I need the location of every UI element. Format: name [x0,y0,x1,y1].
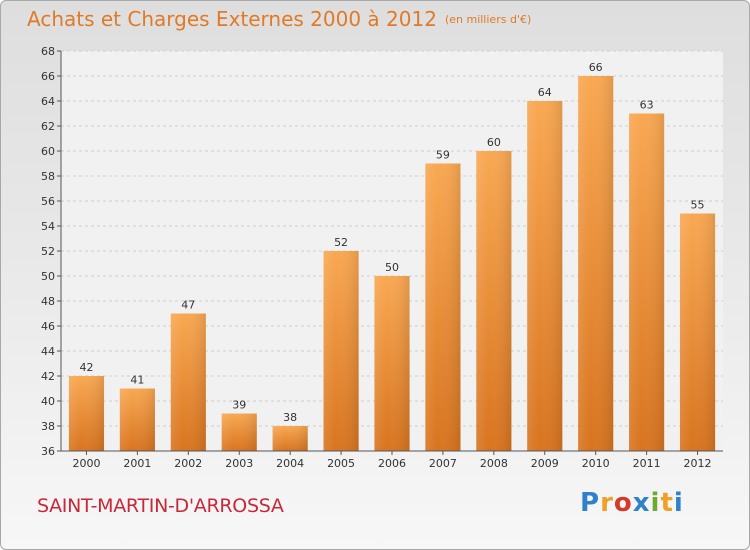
y-tick-label: 56 [41,195,55,208]
bar-2005 [323,251,359,451]
bar-shading [679,213,716,451]
proxiti-logo[interactable]: Proxiti [580,488,684,518]
bars: 42 41 47 39 38 52 50 59 60 64 66 63 55 [68,61,716,451]
x-tick-label: 2005 [327,457,355,470]
bar-shading [119,388,155,451]
y-tick-label: 66 [41,70,55,83]
y-tick-label: 44 [41,345,55,358]
bar-shading [578,76,614,451]
y-tick-label: 40 [41,395,55,408]
bar-2003 [221,413,257,451]
y-tick-label: 48 [41,295,55,308]
y-tick-label: 46 [41,320,55,333]
x-tick-label: 2011 [633,457,661,470]
bar-2002 [170,313,206,451]
y-tick-label: 52 [41,245,55,258]
x-tick-label: 2002 [174,457,202,470]
y-tick-label: 64 [41,95,55,108]
chart-title: Achats et Charges Externes 2000 à 2012 (e… [27,7,531,31]
y-tick-label: 36 [41,445,55,458]
bar-2011 [629,113,665,451]
bar-shading [272,426,308,451]
data-label: 52 [334,236,348,249]
y-tick-label: 58 [41,170,55,183]
axes: 36 38 40 42 44 46 48 50 52 54 56 58 60 62 64 66 68 2000 20… [41,45,723,470]
y-tick-label: 62 [41,120,55,133]
bar-2010 [578,76,614,451]
bar-2001 [119,388,155,451]
bar-shading [374,276,410,451]
bar-shading [221,413,257,451]
bar-shading [323,251,359,451]
data-label: 59 [436,149,450,162]
x-tick-label: 2009 [531,457,559,470]
x-tick-label: 2010 [582,457,610,470]
chart-subtitle: (en milliers d'€) [444,13,532,26]
chart-title-text: Achats et Charges Externes 2000 à 2012 [27,7,437,31]
logo-letter: i [650,488,661,518]
bar-2012 [679,213,716,451]
logo-letter: x [632,488,651,518]
data-label: 39 [232,399,246,412]
logo-letter: P [580,488,601,518]
bar-2007 [425,163,461,451]
x-tick-label: 2003 [225,457,253,470]
bar-shading [68,376,105,451]
logo-letter: t [660,488,674,518]
bar-shading [527,101,563,451]
y-tick-label: 68 [41,45,55,58]
logo-letter: r [600,488,614,518]
logo-letter: i [673,488,684,518]
x-tick-label: 2001 [123,457,151,470]
data-label: 64 [538,86,552,99]
bar-2000 [68,376,105,451]
data-label: 63 [640,99,654,112]
data-label: 42 [79,361,93,374]
bar-shading [629,113,665,451]
data-label: 47 [181,299,195,312]
x-tick-label: 2006 [378,457,406,470]
bar-2009 [527,101,563,451]
logo-letter: o [613,488,633,518]
x-tick-label: 2007 [429,457,457,470]
x-tick-label: 2008 [480,457,508,470]
x-tick-label: 2012 [684,457,712,470]
data-label: 41 [130,374,144,387]
bar-2004 [272,426,308,451]
data-label: 66 [589,61,603,74]
bar-2008 [476,151,512,451]
x-tick-label: 2004 [276,457,304,470]
data-label: 38 [283,411,297,424]
y-tick-label: 38 [41,420,55,433]
bar-shading [170,313,206,451]
y-tick-label: 60 [41,145,55,158]
bar-shading [425,163,461,451]
data-label: 55 [691,199,705,212]
bar-2006 [374,276,410,451]
data-label: 60 [487,136,501,149]
y-tick-label: 42 [41,370,55,383]
bar-shading [476,151,512,451]
y-tick-label: 54 [41,220,55,233]
data-label: 50 [385,261,399,274]
y-tick-label: 50 [41,270,55,283]
commune-name: SAINT-MARTIN-D'ARROSSA [37,495,284,517]
x-tick-label: 2000 [72,457,100,470]
